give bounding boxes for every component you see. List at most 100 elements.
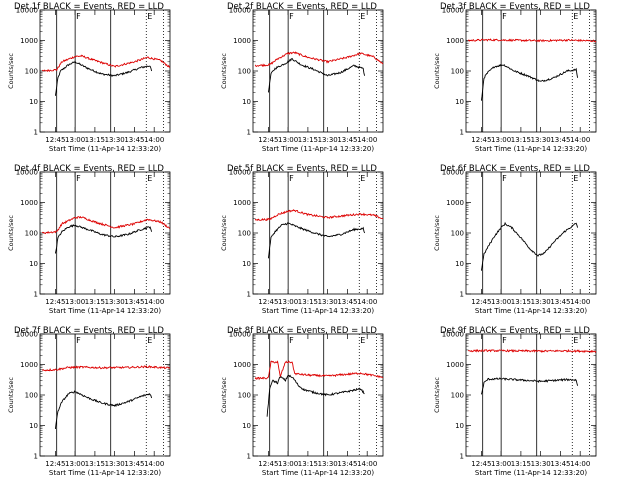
y-tick-label: 1	[460, 291, 464, 299]
x-axis-label: Start Time (11-Apr-14 12:33:20)	[262, 469, 374, 477]
series-line-lld	[467, 348, 597, 354]
y-axis-label: Counts/sec	[433, 53, 441, 89]
y-axis-label: Counts/sec	[7, 377, 15, 413]
x-tick-label: 13:00	[491, 460, 511, 468]
y-tick-label: 10000	[16, 331, 38, 339]
x-axis-label: Start Time (11-Apr-14 12:33:20)	[49, 145, 161, 153]
y-tick-label: 10	[29, 422, 38, 430]
series-line-events	[54, 60, 153, 96]
x-tick-label: 14:00	[357, 136, 377, 144]
y-tick-label: 10	[242, 260, 251, 268]
chart-panel-2: Det 2f BLACK = Events, RED = LLD 1 10 100 10…	[220, 2, 384, 153]
y-tick-label: 1000	[20, 37, 38, 45]
y-tick-label: 1	[34, 453, 38, 461]
x-tick-label: 13:15	[85, 298, 105, 306]
y-axis-label: Counts/sec	[7, 215, 15, 251]
y-tick-label: 100	[25, 68, 38, 76]
x-tick-label: 12:45	[258, 460, 278, 468]
x-axis-label: Start Time (11-Apr-14 12:33:20)	[475, 145, 587, 153]
x-tick-label: 13:00	[65, 460, 85, 468]
chart-title: Det 2f BLACK = Events, RED = LLD	[227, 2, 377, 12]
plot-frame	[252, 333, 384, 457]
chart-panel-8: Det 8f BLACK = Events, RED = LLD 1 10 100 10…	[220, 326, 384, 477]
x-tick-label: 13:00	[65, 298, 85, 306]
x-tick-label: 13:30	[318, 136, 338, 144]
time-marker-label: E	[147, 12, 152, 21]
x-tick-label: 13:45	[550, 298, 570, 306]
y-tick-label: 10	[29, 98, 38, 106]
x-axis-label: Start Time (11-Apr-14 12:33:20)	[262, 145, 374, 153]
series-line-events	[480, 377, 579, 395]
chart-panel-4: Det 4f BLACK = Events, RED = LLD 1 10 100 10…	[7, 164, 171, 315]
y-tick-label: 1000	[233, 199, 251, 207]
y-tick-label: 100	[238, 68, 251, 76]
x-tick-label: 13:45	[124, 460, 144, 468]
y-tick-label: 1	[34, 291, 38, 299]
y-tick-label: 1	[460, 129, 464, 137]
x-tick-label: 13:30	[531, 460, 551, 468]
x-tick-label: 13:45	[550, 460, 570, 468]
time-marker-label: F	[502, 336, 507, 345]
chart-panel-5: Det 5f BLACK = Events, RED = LLD 1 10 100 10…	[220, 164, 384, 315]
chart-panel-9: Det 9f BLACK = Events, RED = LLD 1 10 100 10…	[433, 326, 597, 477]
chart-title: Det 1f BLACK = Events, RED = LLD	[14, 2, 164, 12]
x-tick-label: 13:45	[337, 298, 357, 306]
y-axis-label: Counts/sec	[220, 215, 228, 251]
x-tick-label: 14:00	[144, 136, 164, 144]
x-tick-label: 13:45	[337, 136, 357, 144]
x-tick-label: 12:45	[471, 136, 491, 144]
x-tick-label: 13:15	[511, 298, 531, 306]
series-line-events	[267, 222, 366, 259]
chart-title: Det 3f BLACK = Events, RED = LLD	[440, 2, 590, 12]
y-tick-label: 10	[242, 98, 251, 106]
x-tick-label: 13:30	[105, 460, 125, 468]
x-tick-label: 13:30	[105, 136, 125, 144]
y-tick-label: 1	[247, 129, 251, 137]
x-axis-label: Start Time (11-Apr-14 12:33:20)	[475, 307, 587, 315]
chart-panel-1: Det 1f BLACK = Events, RED = LLD 1 10 100 10…	[7, 2, 171, 153]
y-axis-label: Counts/sec	[7, 53, 15, 89]
time-marker-label: E	[147, 174, 152, 183]
x-tick-label: 14:00	[144, 460, 164, 468]
series-line-events	[54, 224, 153, 254]
y-tick-label: 10	[455, 260, 464, 268]
x-tick-label: 13:30	[105, 298, 125, 306]
time-marker-label: F	[289, 12, 294, 21]
x-tick-label: 13:00	[278, 298, 298, 306]
x-tick-label: 12:45	[45, 460, 65, 468]
x-axis-label: Start Time (11-Apr-14 12:33:20)	[262, 307, 374, 315]
y-tick-label: 1000	[446, 37, 464, 45]
chart-panel-7: Det 7f BLACK = Events, RED = LLD 1 10 100 10…	[7, 326, 171, 477]
y-tick-label: 10000	[442, 7, 464, 15]
y-tick-label: 1	[247, 291, 251, 299]
x-tick-label: 13:45	[124, 136, 144, 144]
time-marker-label: F	[76, 336, 81, 345]
series-line-events	[267, 57, 366, 93]
series-line-events	[54, 390, 153, 430]
x-tick-label: 13:00	[491, 136, 511, 144]
time-marker-label: E	[360, 12, 365, 21]
x-tick-label: 13:30	[318, 298, 338, 306]
y-tick-label: 100	[451, 230, 464, 238]
y-tick-label: 10	[455, 98, 464, 106]
x-tick-label: 12:45	[471, 460, 491, 468]
x-axis-label: Start Time (11-Apr-14 12:33:20)	[49, 307, 161, 315]
y-tick-label: 1000	[20, 199, 38, 207]
time-marker-label: F	[76, 12, 81, 21]
x-tick-label: 13:15	[511, 136, 531, 144]
chart-title: Det 6f BLACK = Events, RED = LLD	[440, 164, 590, 174]
x-tick-label: 14:00	[570, 298, 590, 306]
time-marker-label: E	[573, 336, 578, 345]
chart-title: Det 7f BLACK = Events, RED = LLD	[14, 326, 164, 336]
y-tick-label: 10000	[229, 7, 251, 15]
time-marker-label: F	[289, 336, 294, 345]
x-tick-label: 13:15	[85, 136, 105, 144]
plot-frame	[39, 171, 171, 295]
y-tick-label: 10000	[442, 169, 464, 177]
x-tick-label: 13:30	[531, 136, 551, 144]
series-line-lld	[41, 54, 171, 73]
y-tick-label: 1000	[20, 361, 38, 369]
x-tick-label: 13:15	[298, 136, 318, 144]
x-axis-label: Start Time (11-Apr-14 12:33:20)	[49, 469, 161, 477]
